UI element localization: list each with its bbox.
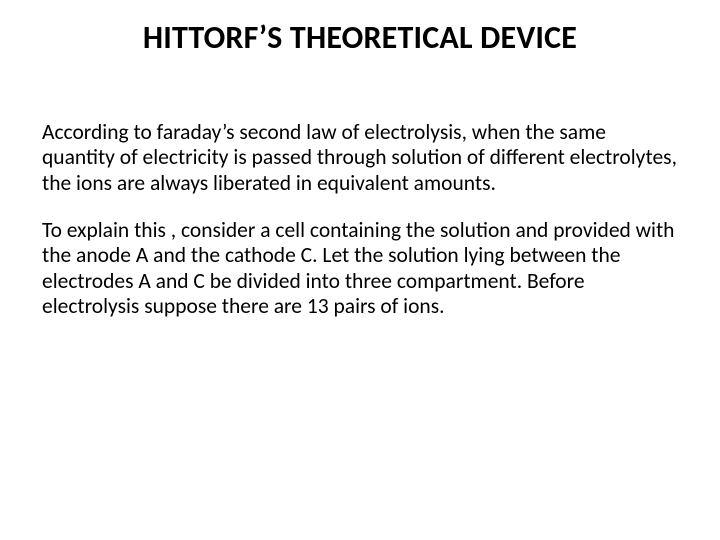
slide-container: HITTORF’S THEORETICAL DEVICE According t…: [0, 0, 720, 540]
slide-body: According to faraday’s second law of ele…: [42, 120, 678, 342]
paragraph-2: To explain this , consider a cell contai…: [42, 218, 678, 319]
paragraph-1: According to faraday’s second law of ele…: [42, 120, 678, 196]
slide-title: HITTORF’S THEORETICAL DEVICE: [0, 18, 720, 57]
